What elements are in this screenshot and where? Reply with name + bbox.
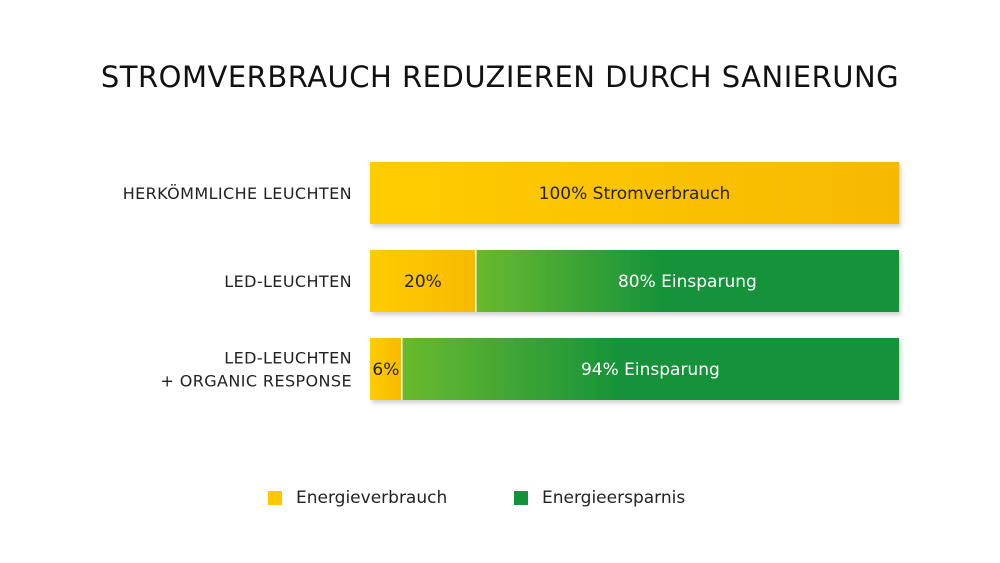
bar-row: [370, 162, 899, 224]
bar-row: [370, 338, 899, 400]
data-label-saving: 94% Einsparung: [581, 360, 720, 380]
legend-swatch-consumption: [268, 491, 282, 505]
legend-label-saving: Energieersparnis: [542, 488, 686, 508]
data-label-consumption: 6%: [372, 360, 399, 380]
legend: Energieverbrauch Energieersparnis: [0, 485, 1000, 513]
data-label-saving: 80% Einsparung: [618, 272, 757, 292]
data-label-consumption: 100% Stromverbrauch: [539, 184, 731, 204]
legend-label-consumption: Energieverbrauch: [296, 488, 448, 508]
category-label: + ORGANIC RESPONSE: [160, 372, 352, 391]
bar-segment-consumption: [370, 338, 402, 400]
chart-title: STROMVERBRAUCH REDUZIEREN DURCH SANIERUN…: [100, 60, 900, 94]
data-label-consumption: 20%: [404, 272, 442, 292]
bar-segment-saving: [475, 250, 899, 312]
legend-swatch-saving: [514, 491, 528, 505]
bar-row: [370, 250, 899, 312]
bar-segment-saving: [401, 338, 899, 400]
category-label: LED-LEUCHTEN: [224, 349, 352, 368]
category-label: HERKÖMMLICHE LEUCHTEN: [123, 184, 352, 203]
category-label: LED-LEUCHTEN: [224, 272, 352, 291]
bar-segment-consumption: [370, 162, 899, 224]
bar-segment-consumption: [370, 250, 476, 312]
legend-item-saving: Energieersparnis: [514, 485, 685, 511]
bars-layer: HERKÖMMLICHE LEUCHTEN 100% Stromverbrauch…: [123, 162, 899, 400]
legend-item-consumption: Energieverbrauch: [268, 485, 447, 511]
